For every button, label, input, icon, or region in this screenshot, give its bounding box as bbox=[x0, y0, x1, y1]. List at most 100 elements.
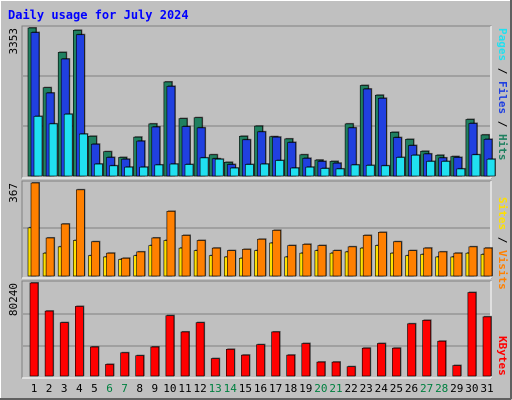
bar-face bbox=[165, 315, 175, 377]
bar-visits-day-10 bbox=[166, 210, 176, 277]
bar-visits-day-5 bbox=[91, 240, 101, 277]
bar-face bbox=[75, 306, 84, 377]
bar-face bbox=[482, 316, 492, 377]
bar-pages-day-16 bbox=[260, 163, 270, 177]
bar-kbytes-day-23 bbox=[361, 347, 372, 377]
bar-visits-day-31 bbox=[483, 247, 493, 277]
bar-pages-day-19 bbox=[305, 166, 315, 177]
bar-face bbox=[305, 166, 315, 177]
bar-pages-day-4 bbox=[79, 133, 89, 177]
bar-face bbox=[105, 364, 114, 377]
bar-face bbox=[422, 320, 431, 377]
bar-face bbox=[441, 161, 451, 177]
bar-kbytes-day-1 bbox=[29, 282, 39, 377]
legend-hits-files-pages: Pages / Files / Hits bbox=[496, 28, 509, 161]
bar-visits-day-13 bbox=[211, 247, 222, 277]
bar-face bbox=[257, 238, 266, 277]
bar-pages-day-15 bbox=[245, 163, 255, 177]
bar-face bbox=[199, 157, 209, 177]
bar-kbytes-day-28 bbox=[437, 340, 447, 377]
bar-visits-day-22 bbox=[347, 245, 358, 277]
bar-face bbox=[456, 168, 466, 177]
bar-visits-day-24 bbox=[377, 231, 388, 277]
x-tick-day-27: 27 bbox=[420, 382, 433, 395]
bar-face bbox=[290, 167, 300, 177]
bar-face bbox=[154, 164, 164, 177]
bar-face bbox=[210, 358, 220, 377]
legend-visits-sites: Sites / Visits bbox=[496, 197, 509, 290]
bar-pages-day-25 bbox=[396, 156, 406, 177]
legend-visits: Visits bbox=[496, 250, 509, 290]
x-tick-day-21: 21 bbox=[329, 382, 342, 395]
bar-visits-day-30 bbox=[468, 245, 478, 277]
bar-face bbox=[245, 164, 254, 177]
x-tick-day-11: 11 bbox=[178, 382, 191, 395]
bar-face bbox=[120, 352, 129, 377]
bar-face bbox=[150, 346, 160, 377]
bar-kbytes-day-15 bbox=[241, 354, 251, 377]
bar-face bbox=[91, 241, 100, 277]
panel-hits-files-pages: 3353 Pages / Files / Hits bbox=[7, 25, 509, 179]
bar-face bbox=[380, 165, 390, 177]
x-tick-day-17: 17 bbox=[269, 382, 282, 395]
bar-face bbox=[181, 235, 191, 277]
bar-face bbox=[195, 322, 205, 377]
legend-files: Files bbox=[496, 81, 509, 114]
bar-kbytes-day-5 bbox=[90, 346, 100, 377]
bar-visits-day-2 bbox=[45, 236, 56, 277]
bar-visits-day-11 bbox=[181, 234, 191, 277]
bar-face bbox=[29, 282, 39, 377]
bar-face bbox=[275, 160, 284, 177]
x-tick-day-5: 5 bbox=[91, 382, 98, 395]
bar-pages-day-1 bbox=[33, 115, 43, 177]
bar-face bbox=[423, 247, 432, 277]
bar-visits-day-17 bbox=[272, 229, 282, 277]
bar-face bbox=[365, 165, 375, 177]
bar-pages-day-23 bbox=[365, 164, 376, 177]
bar-pages-day-21 bbox=[335, 167, 345, 177]
bar-face bbox=[362, 235, 372, 277]
bar-face bbox=[411, 154, 420, 177]
bar-kbytes-day-21 bbox=[331, 361, 341, 377]
bar-pages-day-7 bbox=[124, 166, 134, 177]
bar-face bbox=[106, 252, 115, 277]
bar-face bbox=[392, 347, 401, 377]
x-tick-day-18: 18 bbox=[284, 382, 297, 395]
bar-face bbox=[230, 167, 239, 177]
bar-face bbox=[287, 245, 297, 277]
bar-pages-day-18 bbox=[290, 167, 300, 177]
bar-kbytes-day-17 bbox=[271, 330, 281, 377]
x-tick-day-10: 10 bbox=[163, 382, 176, 395]
bar-face bbox=[437, 340, 447, 377]
bar-face bbox=[135, 355, 144, 377]
bar-pages-day-17 bbox=[275, 159, 285, 177]
x-tick-day-7: 7 bbox=[121, 382, 128, 395]
x-tick-day-25: 25 bbox=[390, 382, 403, 395]
bar-pages-day-13 bbox=[214, 158, 225, 177]
bar-kbytes-day-19 bbox=[301, 342, 311, 377]
legend-sep-2: / bbox=[496, 121, 509, 128]
bar-face bbox=[109, 165, 118, 177]
legend-sep-3: / bbox=[496, 237, 509, 244]
bar-pages-day-8 bbox=[139, 166, 149, 177]
bar-pages-day-11 bbox=[184, 163, 194, 177]
bar-face bbox=[347, 246, 357, 277]
bar-face bbox=[467, 292, 477, 377]
bar-visits-day-23 bbox=[362, 234, 373, 277]
bar-visits-day-4 bbox=[76, 188, 86, 277]
bar-face bbox=[271, 331, 280, 377]
bar-visits-day-29 bbox=[453, 252, 463, 277]
bar-face bbox=[256, 344, 265, 377]
x-tick-day-23: 23 bbox=[360, 382, 373, 395]
bar-pages-day-28 bbox=[441, 160, 451, 177]
bar-face bbox=[79, 133, 88, 177]
bar-face bbox=[393, 241, 402, 277]
x-tick-day-6: 6 bbox=[106, 382, 113, 395]
bar-face bbox=[76, 189, 85, 277]
bar-face bbox=[60, 223, 70, 277]
bar-kbytes-day-6 bbox=[105, 363, 115, 377]
bar-face bbox=[396, 157, 405, 177]
x-tick-day-20: 20 bbox=[314, 382, 327, 395]
x-tick-day-13: 13 bbox=[209, 382, 222, 395]
